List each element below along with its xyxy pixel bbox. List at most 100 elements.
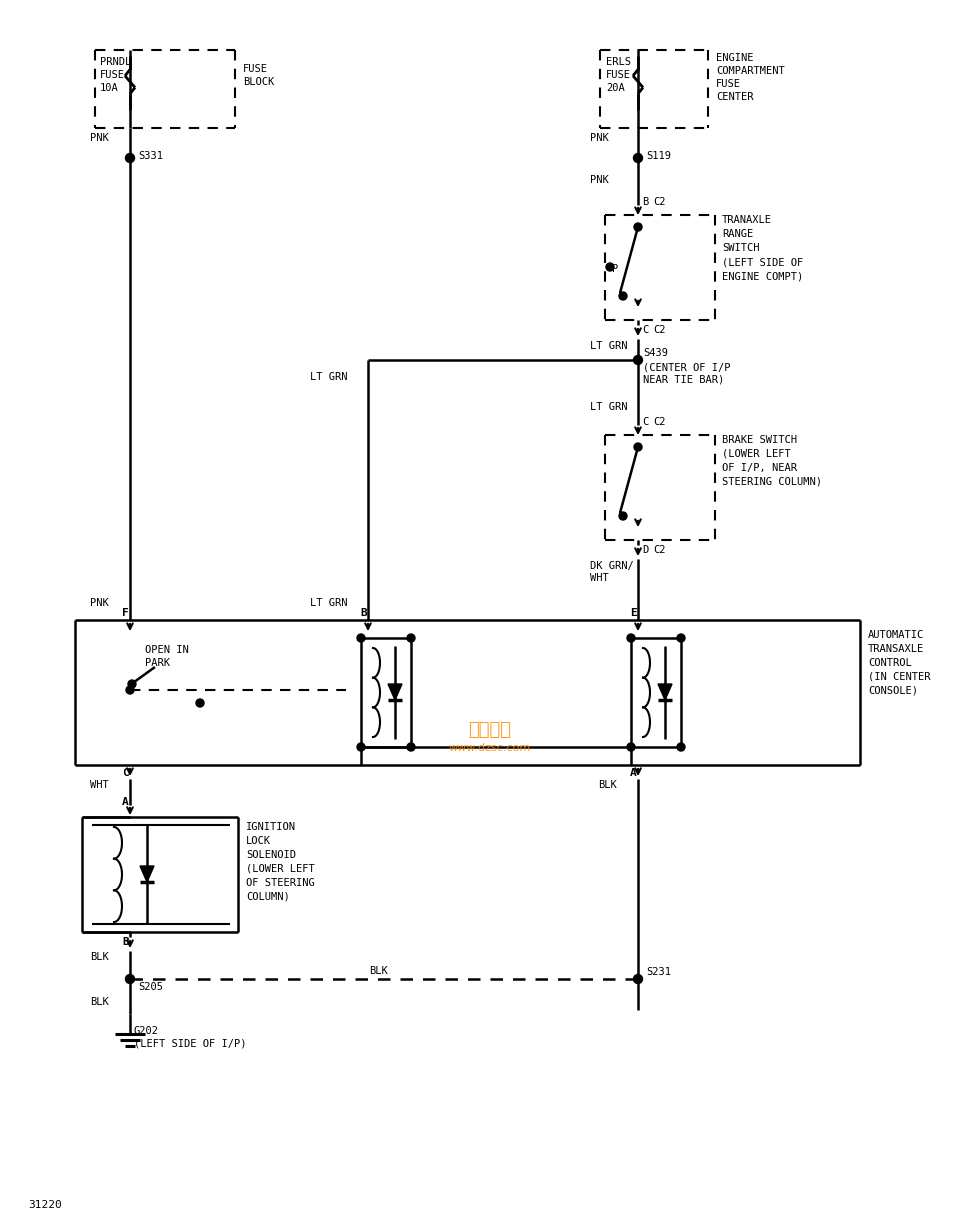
Text: PNK: PNK	[90, 133, 109, 143]
Text: PARK: PARK	[144, 658, 170, 668]
Text: LT GRN: LT GRN	[310, 372, 347, 382]
Circle shape	[125, 974, 135, 984]
Text: S231: S231	[645, 967, 671, 976]
Circle shape	[634, 443, 641, 451]
Text: (IN CENTER: (IN CENTER	[867, 672, 929, 682]
Text: WHT: WHT	[90, 779, 109, 790]
Circle shape	[626, 634, 635, 642]
Circle shape	[126, 686, 134, 694]
Text: FUSE: FUSE	[243, 64, 267, 74]
Circle shape	[626, 743, 635, 751]
Text: LT GRN: LT GRN	[310, 598, 347, 608]
Text: P: P	[611, 264, 617, 274]
Circle shape	[676, 634, 684, 642]
Circle shape	[407, 743, 415, 751]
Text: S439: S439	[642, 348, 668, 358]
Circle shape	[618, 292, 626, 300]
Text: BLK: BLK	[597, 779, 616, 790]
Text: BRAKE SWITCH: BRAKE SWITCH	[721, 435, 797, 445]
Text: FUSE: FUSE	[715, 79, 740, 89]
Text: FUSE: FUSE	[606, 71, 631, 80]
Text: S205: S205	[138, 983, 163, 992]
Text: (LOWER LEFT: (LOWER LEFT	[721, 449, 790, 458]
Text: F: F	[122, 608, 129, 618]
Text: TRANSAXLE: TRANSAXLE	[867, 644, 923, 654]
Text: WHT: WHT	[589, 573, 609, 582]
Circle shape	[634, 223, 641, 231]
Text: 31220: 31220	[28, 1200, 62, 1210]
Text: COMPARTMENT: COMPARTMENT	[715, 66, 784, 77]
Text: B: B	[122, 938, 129, 947]
Text: BLK: BLK	[90, 997, 109, 1007]
Text: G202: G202	[134, 1026, 159, 1036]
Text: C2: C2	[652, 545, 665, 554]
Circle shape	[633, 153, 641, 163]
Text: S119: S119	[645, 151, 671, 161]
Text: SWITCH: SWITCH	[721, 243, 759, 253]
Text: IGNITION: IGNITION	[246, 822, 296, 832]
Polygon shape	[657, 683, 672, 700]
Polygon shape	[140, 866, 154, 882]
Text: E: E	[629, 608, 636, 618]
Text: SOLENOID: SOLENOID	[246, 850, 296, 860]
Text: 维库一下: 维库一下	[468, 721, 511, 739]
Text: COLUMN): COLUMN)	[246, 893, 290, 902]
Text: DK GRN/: DK GRN/	[589, 561, 633, 572]
Text: S331: S331	[138, 151, 163, 161]
Circle shape	[633, 974, 641, 984]
Text: PNK: PNK	[589, 175, 609, 185]
Text: RANGE: RANGE	[721, 229, 753, 240]
Text: 10A: 10A	[100, 83, 118, 92]
Circle shape	[357, 743, 364, 751]
Text: C: C	[122, 769, 129, 778]
Text: CONSOLE): CONSOLE)	[867, 686, 917, 696]
Text: B: B	[641, 197, 647, 207]
Text: NEAR TIE BAR): NEAR TIE BAR)	[642, 375, 724, 385]
Text: PNK: PNK	[589, 133, 609, 143]
Text: CENTER: CENTER	[715, 92, 753, 102]
Text: (LEFT SIDE OF I/P): (LEFT SIDE OF I/P)	[134, 1038, 246, 1049]
Text: BLK: BLK	[90, 952, 109, 962]
Text: C2: C2	[652, 197, 665, 207]
Text: AUTOMATIC: AUTOMATIC	[867, 630, 923, 640]
Text: C2: C2	[652, 325, 665, 334]
Text: LT GRN: LT GRN	[589, 402, 627, 412]
Text: C: C	[641, 417, 647, 427]
Circle shape	[633, 355, 641, 365]
Text: LOCK: LOCK	[246, 837, 270, 846]
Text: OF I/P, NEAR: OF I/P, NEAR	[721, 463, 797, 473]
Polygon shape	[388, 683, 401, 700]
Text: B: B	[359, 608, 366, 618]
Text: (LEFT SIDE OF: (LEFT SIDE OF	[721, 257, 802, 268]
Text: D: D	[641, 545, 647, 554]
Circle shape	[618, 512, 626, 520]
Text: www.dzsc.com: www.dzsc.com	[449, 743, 531, 753]
Circle shape	[196, 699, 203, 706]
Circle shape	[357, 634, 364, 642]
Circle shape	[676, 743, 684, 751]
Text: C: C	[641, 325, 647, 334]
Text: STEERING COLUMN): STEERING COLUMN)	[721, 477, 821, 486]
Text: PNK: PNK	[90, 598, 109, 608]
Circle shape	[125, 153, 135, 163]
Circle shape	[128, 680, 136, 688]
Text: BLOCK: BLOCK	[243, 77, 274, 88]
Text: C2: C2	[652, 417, 665, 427]
Text: 20A: 20A	[606, 83, 624, 92]
Text: (LOWER LEFT: (LOWER LEFT	[246, 865, 314, 874]
Text: TRANAXLE: TRANAXLE	[721, 215, 771, 225]
Text: PRNDL: PRNDL	[100, 57, 131, 67]
Text: BLK: BLK	[368, 966, 388, 976]
Text: ENGINE COMPT): ENGINE COMPT)	[721, 271, 802, 281]
Text: A: A	[122, 796, 129, 807]
Text: ERLS: ERLS	[606, 57, 631, 67]
Text: ENGINE: ENGINE	[715, 54, 753, 63]
Text: FUSE: FUSE	[100, 71, 125, 80]
Text: OPEN IN: OPEN IN	[144, 644, 189, 655]
Text: (CENTER OF I/P: (CENTER OF I/P	[642, 362, 730, 372]
Text: CONTROL: CONTROL	[867, 658, 911, 668]
Circle shape	[407, 634, 415, 642]
Circle shape	[606, 263, 613, 271]
Text: A: A	[629, 769, 636, 778]
Text: LT GRN: LT GRN	[589, 340, 627, 351]
